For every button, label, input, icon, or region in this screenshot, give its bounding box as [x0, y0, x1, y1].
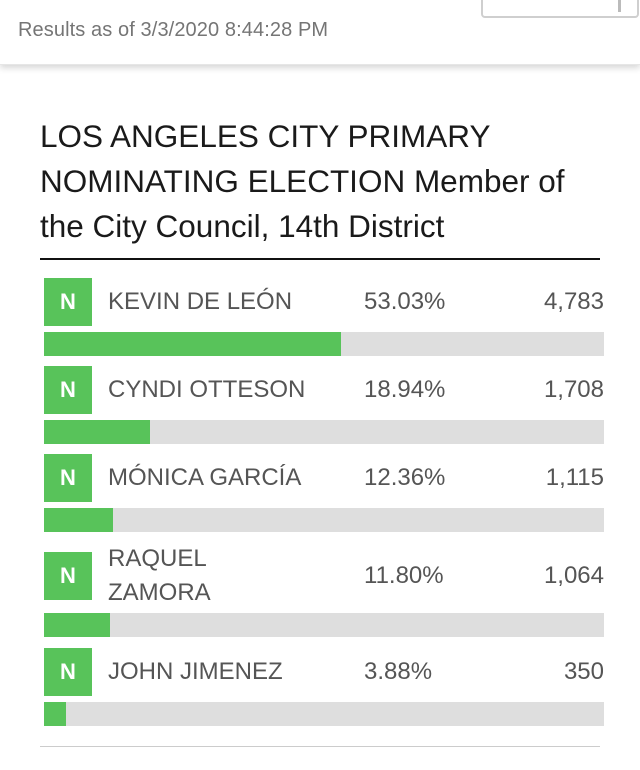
vote-share-bar	[44, 420, 604, 444]
candidate-name: KEVIN DE LEÓN	[108, 288, 293, 315]
party-badge: N	[44, 278, 92, 326]
results-bottom-divider	[40, 746, 600, 747]
party-badge: N	[44, 454, 92, 502]
vote-share-bar-fill	[44, 702, 66, 726]
candidate-percent: 12.36%	[364, 464, 446, 491]
vote-share-bar	[44, 613, 604, 637]
party-badge: N	[44, 648, 92, 696]
party-badge: N	[44, 366, 92, 414]
candidate-votes: 1,064	[543, 562, 604, 589]
candidate-percent: 53.03%	[364, 288, 446, 315]
candidate-votes: 350	[563, 658, 604, 685]
candidate-name: MÓNICA GARCÍA	[108, 464, 302, 491]
candidate-name: RAQUEL ZAMORA	[108, 545, 211, 606]
party-badge: N	[44, 552, 92, 600]
candidate-percent: 11.80%	[364, 562, 444, 589]
candidate-name: CYNDI OTTESON	[108, 376, 306, 403]
vote-share-bar-fill	[44, 508, 114, 532]
candidate-percent: 18.94%	[364, 376, 446, 403]
vote-share-bar	[44, 702, 604, 726]
candidate-votes: 1,115	[545, 464, 604, 491]
candidate-name: JOHN JIMENEZ	[108, 658, 283, 685]
candidate-votes: 1,708	[543, 376, 604, 403]
vote-share-bar-fill	[44, 613, 111, 637]
vote-share-bar-fill	[44, 332, 341, 356]
vote-share-bar-fill	[44, 420, 151, 444]
top-bar: Results as of 3/3/2020 8:44:28 PM	[0, 0, 640, 65]
results-timestamp: Results as of 3/3/2020 8:44:28 PM	[18, 19, 329, 41]
title-divider	[40, 258, 600, 260]
candidate-percent: 3.88%	[364, 658, 433, 685]
contest-title: LOS ANGELES CITY PRIMARY NOMINATING ELEC…	[40, 118, 565, 244]
menu-button[interactable]	[481, 0, 639, 18]
vote-share-bar	[44, 332, 604, 356]
candidate-votes: 4,783	[543, 288, 604, 315]
vote-share-bar	[44, 508, 604, 532]
